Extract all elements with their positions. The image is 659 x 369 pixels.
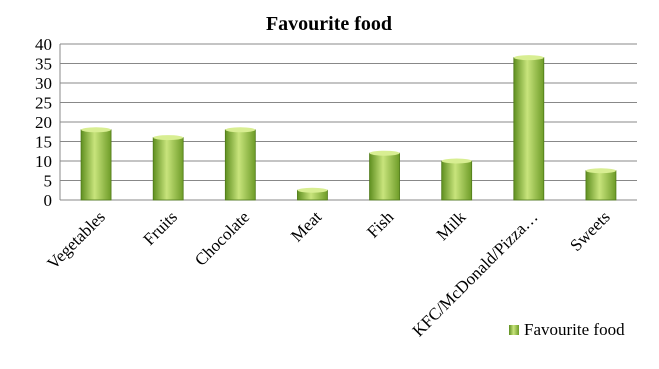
bar bbox=[152, 137, 184, 201]
bars bbox=[80, 55, 617, 201]
bar-cap bbox=[153, 135, 184, 141]
legend-label: Favourite food bbox=[524, 320, 625, 339]
bar bbox=[224, 129, 256, 201]
bar-cap bbox=[81, 127, 112, 133]
x-category-label: Chocolate bbox=[191, 207, 253, 269]
legend: Favourite food bbox=[509, 320, 625, 339]
bar bbox=[513, 57, 545, 201]
x-category-label: Meat bbox=[287, 207, 325, 245]
legend-swatch bbox=[509, 325, 519, 335]
y-tick-label: 5 bbox=[44, 172, 53, 191]
y-tick-label: 40 bbox=[35, 35, 52, 54]
y-tick-label: 25 bbox=[35, 94, 52, 113]
y-tick-label: 30 bbox=[35, 74, 52, 93]
bar bbox=[585, 170, 617, 201]
bar bbox=[369, 152, 400, 201]
bar-cap bbox=[585, 168, 616, 174]
bar bbox=[80, 129, 112, 201]
chart-title: Favourite food bbox=[266, 13, 392, 35]
y-tick-label: 35 bbox=[35, 55, 52, 74]
x-category-label: KFC/McDonald/Pizza… bbox=[409, 207, 542, 340]
y-tick-label: 0 bbox=[44, 191, 53, 210]
y-tick-label: 10 bbox=[35, 152, 52, 171]
bar-cap bbox=[225, 127, 256, 133]
y-tick-label: 15 bbox=[35, 133, 52, 152]
x-category-label: Sweets bbox=[566, 207, 613, 254]
bar-cap bbox=[369, 150, 400, 156]
bar bbox=[441, 160, 473, 201]
bar-cap bbox=[513, 55, 544, 61]
x-category-label: Fruits bbox=[140, 207, 181, 248]
y-tick-label: 20 bbox=[35, 113, 52, 132]
bar-cap bbox=[441, 158, 472, 164]
x-category-label: Fish bbox=[363, 207, 398, 242]
x-category-label: Milk bbox=[433, 207, 470, 244]
bar-cap bbox=[297, 187, 328, 193]
gridlines bbox=[59, 43, 637, 201]
x-category-label: Vegetables bbox=[43, 207, 109, 273]
